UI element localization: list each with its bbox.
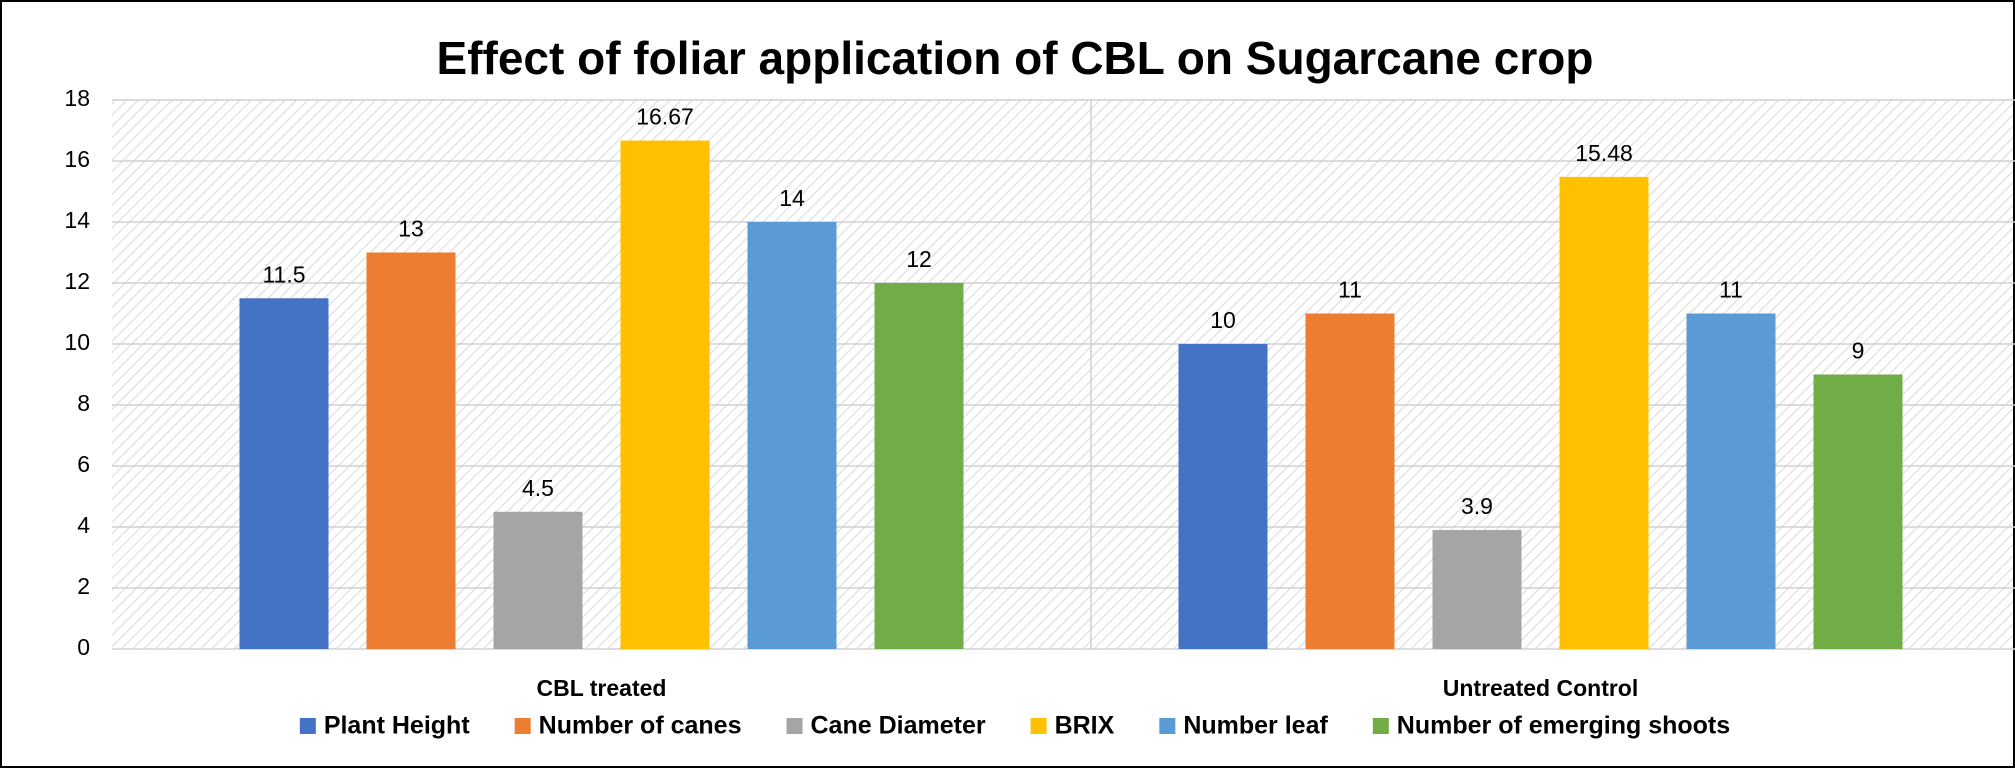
legend-label: BRIX — [1055, 712, 1115, 740]
data-label: 14 — [779, 185, 805, 211]
data-label: 10 — [1210, 307, 1236, 333]
y-tick-label: 10 — [64, 329, 90, 355]
bar — [620, 140, 710, 649]
bar — [1686, 313, 1776, 649]
bar — [1813, 374, 1903, 649]
bar — [874, 283, 964, 649]
legend-swatch — [1159, 718, 1176, 734]
data-label: 16.67 — [636, 104, 694, 130]
data-label: 11 — [1338, 277, 1362, 303]
x-tick-label: CBL treated — [537, 675, 667, 701]
data-label: 9 — [1852, 338, 1865, 364]
bar — [1305, 313, 1395, 649]
legend-swatch — [786, 718, 803, 734]
y-tick-label: 16 — [64, 146, 90, 172]
legend-label: Cane Diameter — [811, 712, 986, 740]
data-label: 15.48 — [1575, 140, 1633, 166]
bar — [239, 298, 329, 649]
y-tick-label: 4 — [77, 512, 90, 538]
legend-label: Number of emerging shoots — [1397, 712, 1730, 740]
legend-swatch — [1372, 718, 1389, 734]
bar — [1559, 176, 1649, 650]
data-label: 13 — [398, 216, 424, 242]
bar — [747, 222, 837, 649]
y-tick-label: 12 — [64, 268, 90, 294]
data-label: 11 — [1719, 277, 1743, 303]
data-label: 11.5 — [262, 261, 305, 287]
legend-swatch — [1030, 718, 1047, 734]
bar — [366, 252, 456, 649]
legend-swatch — [514, 718, 531, 734]
legend-swatch — [299, 718, 316, 734]
bar — [1432, 530, 1522, 649]
bar — [1178, 344, 1268, 649]
y-tick-label: 6 — [77, 451, 90, 477]
y-tick-label: 14 — [64, 207, 90, 233]
data-label: 3.9 — [1461, 493, 1493, 519]
data-label: 12 — [906, 246, 932, 272]
y-tick-label: 2 — [77, 573, 90, 599]
bar — [493, 511, 583, 649]
data-label: 4.5 — [522, 475, 554, 501]
chart-title: Effect of foliar application of CBL on S… — [437, 32, 1594, 84]
legend-label: Plant Height — [324, 712, 471, 740]
y-tick-label: 18 — [64, 85, 90, 111]
y-tick-label: 0 — [77, 634, 90, 660]
y-tick-label: 8 — [77, 390, 90, 416]
x-tick-label: Untreated Control — [1443, 675, 1639, 701]
legend-label: Number of canes — [539, 712, 742, 740]
legend-label: Number leaf — [1183, 712, 1328, 740]
